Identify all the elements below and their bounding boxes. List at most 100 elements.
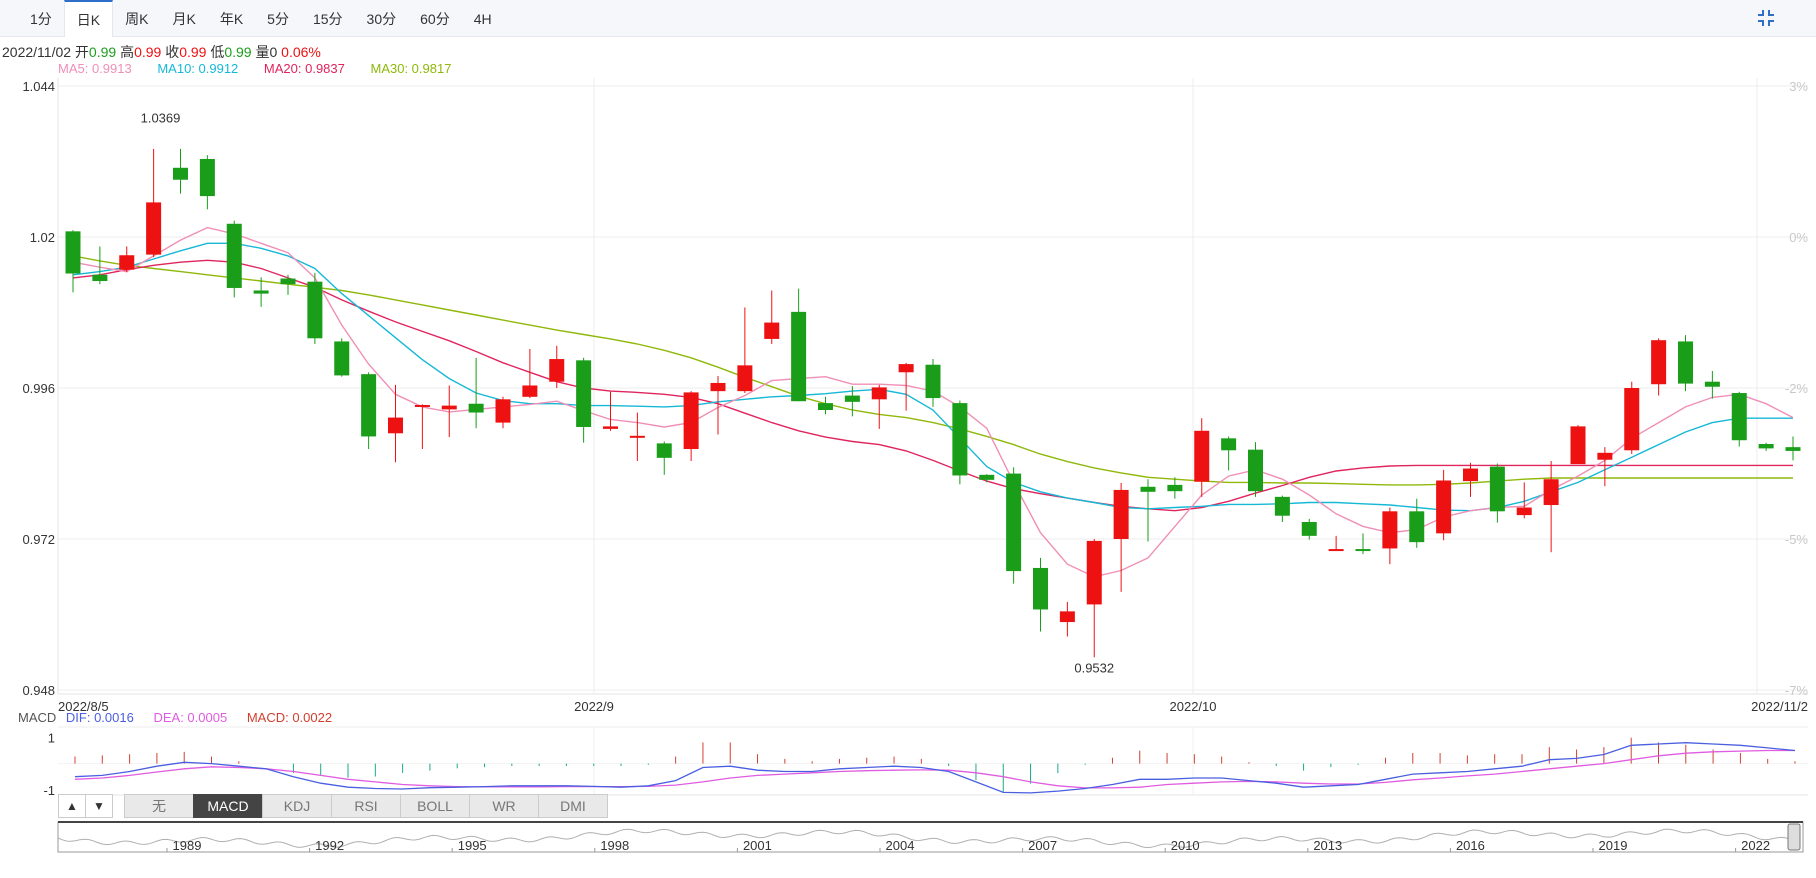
candle-body-1 (92, 274, 108, 282)
candle-body-7 (253, 290, 269, 294)
indicator-button-3[interactable]: RSI (331, 794, 401, 818)
indicator-buttons: 无 MACD KDJ RSI BOLL WR DMI (124, 794, 608, 818)
navigator-year-0: 1989 (173, 838, 202, 853)
tab-5[interactable]: 5分 (267, 11, 289, 27)
candle-body-30 (871, 387, 887, 400)
candle-body-11 (361, 374, 377, 437)
ma5-legend: MA5: 0.9913 (58, 61, 132, 76)
candle-body-58 (1624, 388, 1640, 451)
candle-body-12 (388, 417, 403, 434)
pct-tick-0: 3% (1789, 79, 1808, 94)
candle-body-6 (226, 223, 242, 288)
candle-body-8 (280, 278, 296, 285)
dif-line (74, 742, 1796, 794)
pct-tick-3: -5% (1785, 532, 1809, 547)
tab-9[interactable]: 4H (473, 11, 492, 27)
indicator-button-1[interactable]: MACD (193, 794, 263, 818)
candle-body-45 (1274, 496, 1290, 516)
candle-body-59 (1651, 340, 1667, 385)
open-value: 0.99 (88, 44, 117, 60)
ohlc-info: 2022/11/02 开0.99 高0.99 收0.99 低0.99 量0 0.… (2, 42, 321, 62)
tab-2[interactable]: 周K (125, 11, 149, 27)
navigator-year-4: 2001 (743, 838, 772, 853)
candle-body-10 (334, 341, 350, 376)
indicator-button-0[interactable]: 无 (124, 794, 194, 818)
ma10-legend: MA10: 0.9912 (157, 61, 239, 76)
tab-0[interactable]: 1分 (30, 11, 52, 27)
tab-6[interactable]: 15分 (312, 11, 343, 27)
ma20-legend: MA20: 0.9837 (263, 61, 345, 76)
candle-body-32 (925, 364, 941, 399)
candle-body-27 (791, 311, 807, 402)
candle-body-21 (629, 435, 645, 438)
candle-body-64 (1785, 447, 1801, 451)
candle-body-20 (603, 426, 618, 429)
period-tabs: 1分 日K 周K 月K 年K 5分 15分 30分 60分 4H (18, 0, 504, 37)
low-value: 0.99 (224, 44, 252, 60)
candle-body-47 (1328, 549, 1344, 552)
indicator-button-2[interactable]: KDJ (262, 794, 332, 818)
ma30-line (72, 255, 1793, 486)
high-annotation: 1.0369 (141, 111, 181, 126)
candle-body-22 (656, 443, 672, 458)
candle-body-33 (952, 403, 968, 476)
tab-8[interactable]: 60分 (420, 11, 450, 27)
arrow-down-button[interactable]: ▼ (85, 794, 113, 818)
y-tick-3: 0.972 (22, 532, 55, 547)
tab-3[interactable]: 月K (172, 11, 196, 27)
candle-body-5 (199, 158, 215, 197)
candle-body-29 (844, 395, 860, 402)
candle-body-34 (979, 474, 995, 480)
macd-tick-1: -1 (43, 783, 55, 798)
close-label: 收 (165, 44, 180, 60)
indicator-bar: ▲ ▼ 无 MACD KDJ RSI BOLL WR DMI (58, 794, 608, 818)
candle-body-14 (441, 405, 457, 410)
candle-body-54 (1516, 507, 1532, 516)
indicator-button-4[interactable]: BOLL (400, 794, 470, 818)
change-value: 0.06% (281, 44, 321, 60)
x-tick-1: 2022/9 (574, 699, 614, 714)
candle-body-63 (1758, 443, 1774, 449)
candle-body-61 (1704, 381, 1720, 387)
candle-body-50 (1409, 511, 1425, 543)
collapse-fullscreen-icon[interactable] (1756, 8, 1776, 28)
navigator-year-1: 1992 (315, 838, 344, 853)
candle-body-52 (1463, 468, 1478, 482)
candle-body-48 (1355, 549, 1371, 552)
tab-1[interactable]: 日K (63, 0, 114, 37)
candle-body-4 (173, 167, 188, 180)
navigator-series (57, 828, 1801, 849)
candle-body-37 (1059, 611, 1075, 623)
candle-body-17 (522, 385, 538, 397)
navigator-year-10: 2019 (1599, 838, 1628, 853)
candle-body-57 (1597, 452, 1613, 460)
candle-body-56 (1570, 426, 1586, 465)
navigator-year-2: 1995 (458, 838, 487, 853)
candle-body-43 (1221, 438, 1237, 451)
arrow-up-button[interactable]: ▲ (58, 794, 86, 818)
high-value: 0.99 (134, 44, 162, 60)
macd-legend: MACD DIF: 0.0016 DEA: 0.0005 MACD: 0.002… (18, 710, 348, 725)
macd-tick-0: 1 (48, 730, 55, 745)
candle-body-62 (1731, 393, 1747, 441)
candle-body-13 (414, 404, 430, 407)
candle-body-60 (1678, 341, 1693, 384)
indicator-button-5[interactable]: WR (469, 794, 539, 818)
navigator-year-8: 2013 (1313, 838, 1342, 853)
tab-7[interactable]: 30分 (366, 11, 397, 27)
high-label: 高 (120, 44, 135, 60)
indicator-button-6[interactable]: DMI (538, 794, 608, 818)
ma10-line (72, 242, 1793, 512)
candle-body-24 (710, 382, 726, 392)
period-toolbar: 1分 日K 周K 月K 年K 5分 15分 30分 60分 4H (0, 0, 1816, 37)
open-label: 开 (74, 44, 89, 60)
candle-body-46 (1301, 522, 1317, 536)
tab-4[interactable]: 年K (219, 11, 244, 27)
close-value: 0.99 (179, 44, 207, 60)
candle-body-2 (119, 255, 135, 270)
navigator-year-6: 2007 (1028, 838, 1057, 853)
candle-body-26 (764, 322, 780, 339)
low-label: 低 (210, 44, 225, 60)
navigator-handle (1787, 823, 1801, 851)
